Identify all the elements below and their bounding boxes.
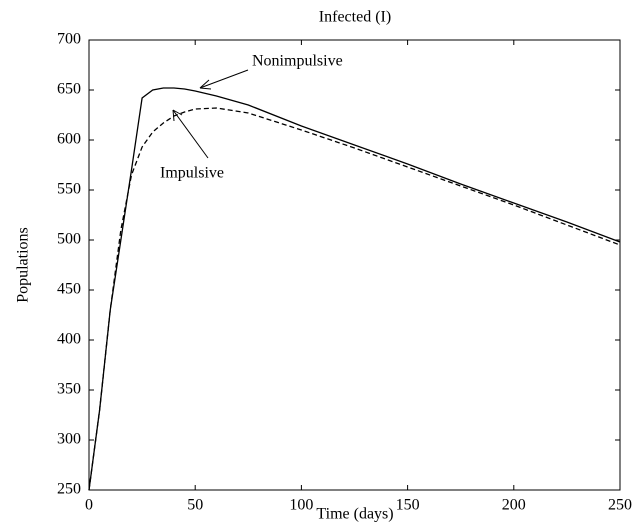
arrow-head: [199, 79, 212, 90]
x-tick-label: 0: [85, 497, 93, 514]
x-tick-label: 100: [289, 497, 313, 514]
y-tick-label: 600: [57, 131, 81, 148]
x-axis-label: Time (days): [316, 506, 393, 523]
y-tick-label: 700: [57, 31, 81, 48]
annotation: Impulsive: [160, 165, 224, 182]
y-tick-label: 500: [57, 231, 81, 248]
series-line: [88, 107, 621, 491]
arrow-head: [172, 109, 183, 122]
y-axis-label: Populations: [15, 227, 32, 303]
x-tick-label: 200: [502, 497, 526, 514]
annotation: Nonimpulsive: [252, 53, 343, 70]
series-line: [88, 87, 621, 491]
y-tick-label: 250: [57, 481, 81, 498]
y-tick-label: 400: [57, 331, 81, 348]
annotation-arrow: [172, 109, 209, 159]
y-tick-label: 650: [57, 81, 81, 98]
y-tick-label: 300: [57, 431, 81, 448]
chart-title: Infected (I): [319, 9, 391, 26]
x-tick-label: 150: [396, 497, 420, 514]
annotation-arrow: [199, 69, 249, 89]
x-tick-label: 50: [187, 497, 203, 514]
y-tick-label: 450: [57, 281, 81, 298]
y-tick-label: 550: [57, 181, 81, 198]
y-tick-label: 350: [57, 381, 81, 398]
plot-frame: [88, 39, 621, 491]
x-tick-label: 250: [608, 497, 632, 514]
